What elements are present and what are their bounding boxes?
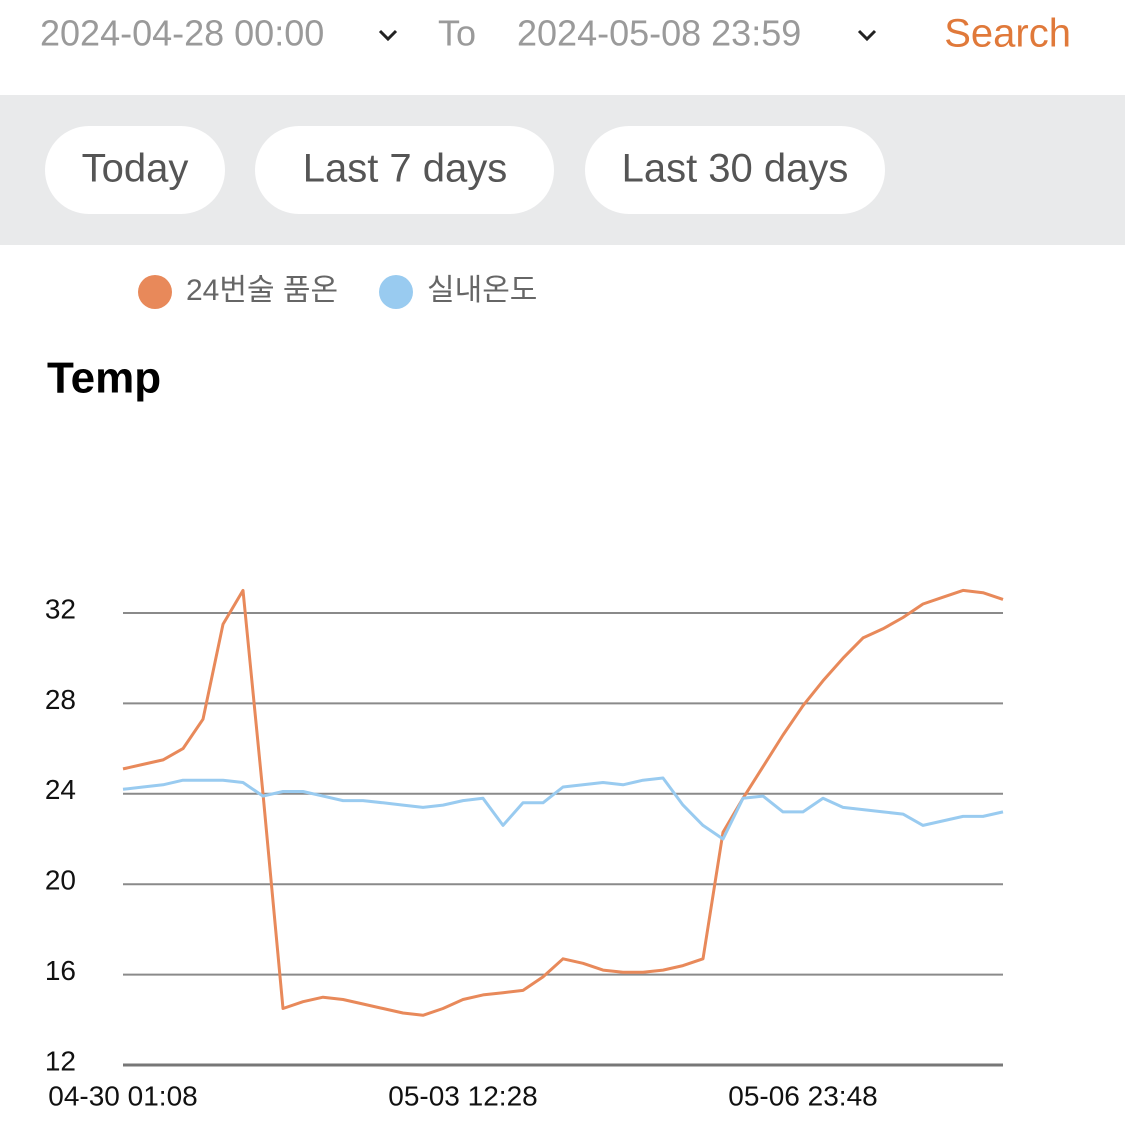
range-button[interactable] xyxy=(585,126,885,214)
chevron[interactable] xyxy=(378,29,398,42)
legend-label: 24번술 품온 xyxy=(186,274,338,307)
y-tick-label: 12 xyxy=(45,1045,76,1076)
chevron[interactable] xyxy=(857,29,877,42)
x-tick-label: 05-06 23:48 xyxy=(728,1080,877,1111)
range-button[interactable] xyxy=(255,126,554,214)
chart-title: Temp xyxy=(47,354,161,403)
series-line xyxy=(122,588,1004,1017)
range-button-label[interactable]: Today xyxy=(82,147,189,191)
y-tick-label: 16 xyxy=(45,955,76,986)
y-tick-label: 24 xyxy=(45,774,76,805)
end-date[interactable]: 2024-05-08 23:59 xyxy=(517,13,801,54)
start-date[interactable]: 2024-04-28 00:00 xyxy=(40,13,324,54)
y-tick-label: 28 xyxy=(45,684,76,715)
y-tick-label: 32 xyxy=(45,593,76,624)
search-button[interactable]: Search xyxy=(944,12,1071,56)
series-line xyxy=(122,776,1004,841)
x-tick-label: 04-30 01:08 xyxy=(48,1080,197,1111)
y-tick-label: 20 xyxy=(45,865,76,896)
range-button-label[interactable]: Last 7 days xyxy=(303,147,508,191)
legend-label: 실내온도 xyxy=(427,274,537,307)
range-button-label[interactable]: Last 30 days xyxy=(622,147,849,191)
legend-marker xyxy=(138,275,172,309)
to-label: To xyxy=(438,13,476,54)
range-button[interactable] xyxy=(45,126,225,214)
x-tick-label: 05-03 12:28 xyxy=(388,1080,537,1111)
legend-marker xyxy=(379,275,413,309)
